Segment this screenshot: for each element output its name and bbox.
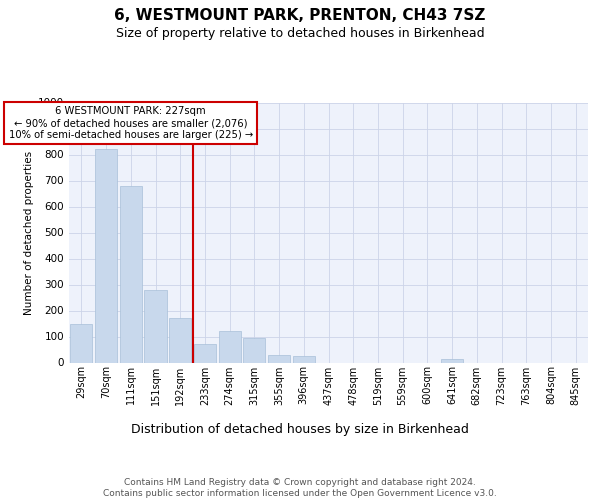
Bar (293, 356, 315, 362)
Bar (95, 150, 117, 362)
Bar (70, 324, 92, 362)
Bar (268, 354, 290, 362)
Bar (169, 318, 191, 362)
Bar (145, 290, 167, 362)
Text: Size of property relative to detached houses in Birkenhead: Size of property relative to detached ho… (116, 28, 484, 40)
Text: Distribution of detached houses by size in Birkenhead: Distribution of detached houses by size … (131, 422, 469, 436)
Text: 6 WESTMOUNT PARK: 227sqm
← 90% of detached houses are smaller (2,076)
10% of sem: 6 WESTMOUNT PARK: 227sqm ← 90% of detach… (8, 106, 253, 140)
Bar (218, 332, 241, 362)
Text: Contains HM Land Registry data © Crown copyright and database right 2024.
Contai: Contains HM Land Registry data © Crown c… (103, 478, 497, 498)
Bar (119, 186, 142, 362)
Bar (441, 358, 463, 362)
Y-axis label: Number of detached properties: Number of detached properties (24, 150, 34, 314)
Text: 6, WESTMOUNT PARK, PRENTON, CH43 7SZ: 6, WESTMOUNT PARK, PRENTON, CH43 7SZ (115, 8, 485, 22)
Bar (194, 344, 216, 362)
Bar (243, 338, 265, 362)
